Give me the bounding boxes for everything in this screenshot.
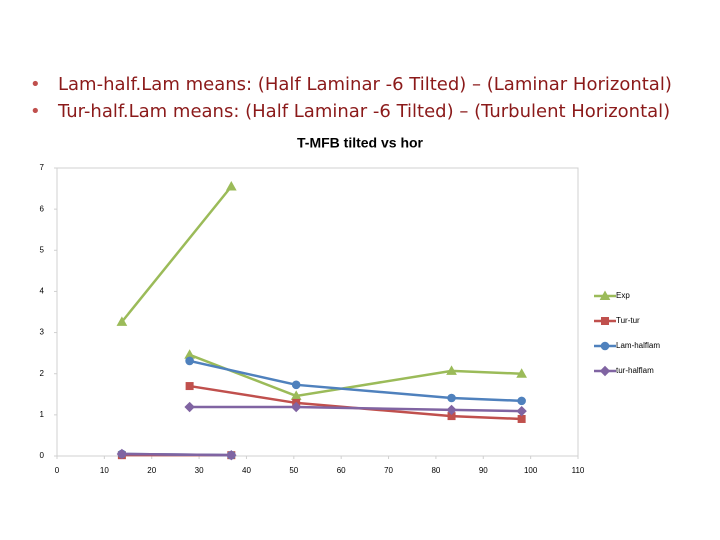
x-tick-label: 60 <box>337 466 346 475</box>
legend-marker <box>600 341 610 351</box>
y-tick-label: 1 <box>40 410 45 419</box>
marker <box>184 401 195 413</box>
legend-marker <box>601 317 609 325</box>
legend-marker <box>599 290 611 300</box>
x-tick-label: 20 <box>147 466 156 475</box>
x-tick-label: 30 <box>195 466 204 475</box>
x-tick-label: 100 <box>524 466 538 475</box>
marker <box>516 405 527 417</box>
y-tick-label: 7 <box>40 163 45 172</box>
x-tick-label: 40 <box>242 466 251 475</box>
marker <box>226 449 237 461</box>
legend-marker <box>599 365 611 377</box>
y-tick-label: 3 <box>40 328 45 337</box>
marker <box>447 393 456 403</box>
marker <box>517 414 526 423</box>
marker <box>116 448 128 460</box>
bullet: • Tur-half.Lam means: (Half Laminar -6 Ti… <box>30 101 670 122</box>
marker <box>516 368 527 378</box>
legend-label: tur-halflam <box>616 366 654 375</box>
y-tick-label: 6 <box>40 204 45 213</box>
marker <box>290 401 302 413</box>
marker <box>185 382 194 391</box>
x-tick-label: 90 <box>479 466 488 475</box>
series-line <box>120 185 522 398</box>
y-tick-label: 4 <box>40 287 45 296</box>
x-tick-label: 110 <box>572 466 585 475</box>
bullet: • Lam-half.Lam means: (Half Laminar -6 Ti… <box>30 74 672 95</box>
x-tick-label: 0 <box>55 466 60 475</box>
bullet-text: Lam-half.Lam means: (Half Laminar -6 Til… <box>58 74 672 95</box>
y-tick-label: 0 <box>40 451 45 460</box>
marker <box>185 356 194 366</box>
y-tick-label: 5 <box>40 245 45 254</box>
chart-title: T-MFB tilted vs hor <box>297 135 424 151</box>
legend-label: Tur-tur <box>616 316 640 325</box>
marker <box>116 316 128 326</box>
marker <box>446 365 457 375</box>
bullet-dot: • <box>30 74 41 95</box>
bullet-dot: • <box>30 101 41 122</box>
plot-area <box>56 167 579 457</box>
y-tick-label: 2 <box>40 369 45 378</box>
x-tick-label: 10 <box>100 466 109 475</box>
series-line <box>121 405 522 457</box>
bullet-text: Tur-half.Lam means: (Half Laminar -6 Til… <box>58 101 671 122</box>
marker <box>517 396 526 406</box>
series-line <box>121 384 522 457</box>
x-tick-label: 50 <box>289 466 298 475</box>
marker <box>446 404 457 416</box>
legend-label: Exp <box>616 291 630 300</box>
marker <box>225 180 237 191</box>
marker <box>291 380 301 390</box>
x-tick-label: 70 <box>384 466 393 475</box>
x-tick-label: 80 <box>431 466 440 475</box>
legend-label: Lam-halflam <box>616 341 660 350</box>
